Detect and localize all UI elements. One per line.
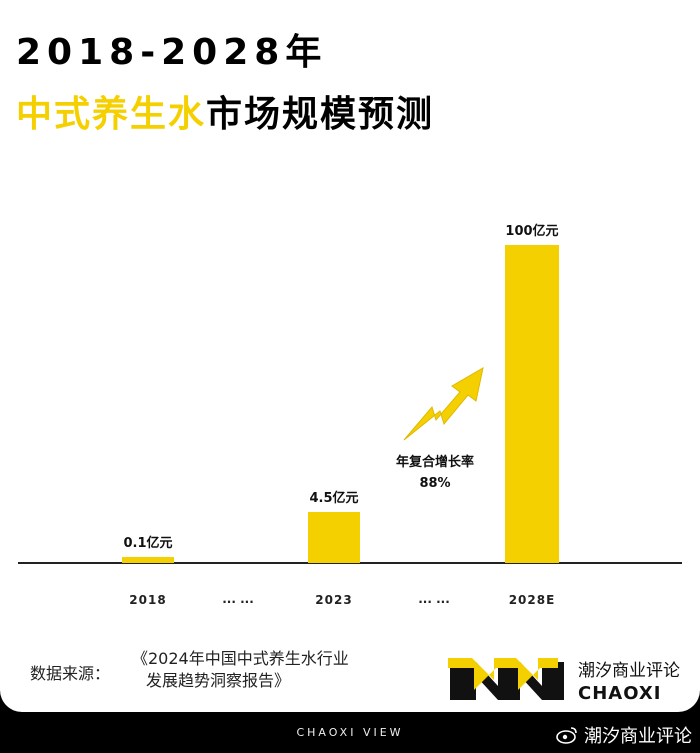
cagr-label: 年复合增长率 <box>396 454 474 470</box>
value-label-2023: 4.5亿元 <box>309 490 358 506</box>
x-tick-2018: 2018 <box>129 593 166 607</box>
brand-name-cn: 潮汐商业评论 <box>578 661 680 681</box>
bar-2028E <box>505 245 559 563</box>
x-tick-2028E: 2028E <box>509 593 556 607</box>
title-highlight: 中式养生水 <box>16 94 207 135</box>
weibo-icon <box>556 727 577 744</box>
chaoxi-logo-icon <box>448 658 564 700</box>
gap-label-1: ... ... <box>222 592 254 606</box>
infographic-card: 2018-2028年 中式养生水市场规模预测 0.1亿元 2018 4.5亿元 202… <box>0 0 700 712</box>
watermark-text: 潮汐商业评论 <box>584 726 692 747</box>
bar-2018 <box>122 557 174 563</box>
source-text: 《2024年中国中式养生水行业 发展趋势洞察报告》 <box>132 648 362 692</box>
bars-group: 0.1亿元 2018 4.5亿元 2023 100亿元 2028E <box>122 223 559 607</box>
source-line-1: 《2024年中国中式养生水行业 <box>132 649 349 668</box>
value-label-2028E: 100亿元 <box>505 223 558 239</box>
gap-label-2: ... ... <box>418 592 450 606</box>
title-rest: 市场规模预测 <box>206 94 435 135</box>
chart-title-subject: 中式养生水市场规模预测 <box>16 92 434 138</box>
bar-2023 <box>308 511 360 563</box>
cagr-value: 88% <box>419 476 450 491</box>
source-line-2: 发展趋势洞察报告》 <box>146 671 291 690</box>
brand-name-en: CHAOXI <box>578 683 662 704</box>
weibo-watermark: 潮汐商业评论 <box>556 722 692 748</box>
footer-view-label: CHAOXI VIEW <box>296 726 404 739</box>
chart-title-years: 2018-2028年 <box>16 32 328 73</box>
x-tick-2023: 2023 <box>315 593 352 607</box>
growth-arrow-icon <box>403 367 484 441</box>
value-label-2018: 0.1亿元 <box>123 535 172 551</box>
source-label: 数据来源： <box>30 664 111 683</box>
